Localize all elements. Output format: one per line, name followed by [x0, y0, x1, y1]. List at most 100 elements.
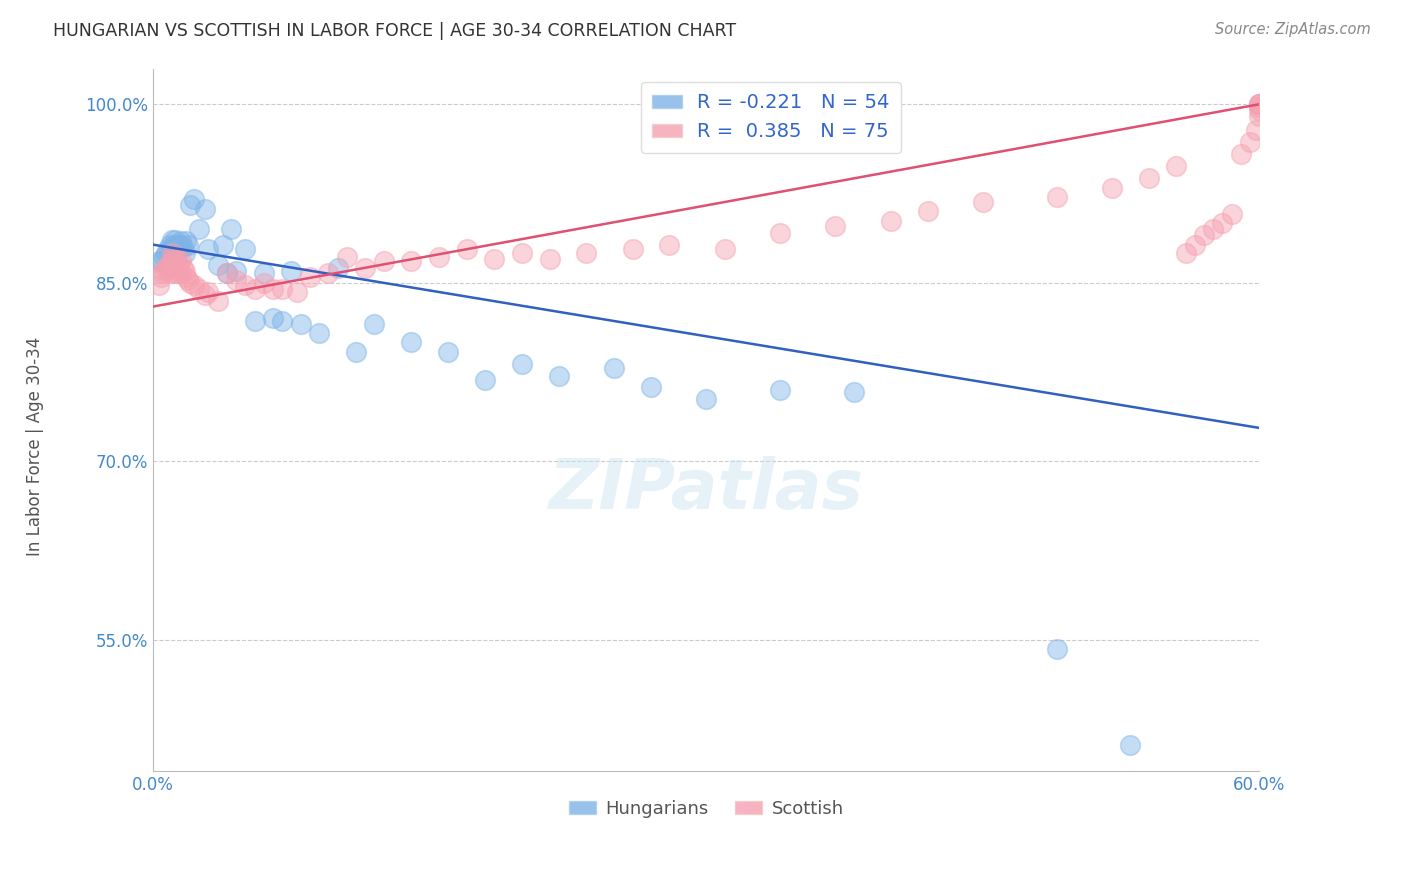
Point [427, 250, 450, 264]
Point [1045, 190, 1067, 204]
Point [148, 278, 170, 293]
Point [262, 311, 284, 326]
Point [658, 237, 681, 252]
Point [167, 258, 190, 272]
Legend: Hungarians, Scottish: Hungarians, Scottish [562, 792, 851, 825]
Point [437, 344, 460, 359]
Point [879, 214, 901, 228]
Point [207, 293, 229, 308]
Point [188, 282, 211, 296]
Point [153, 264, 176, 278]
Point [165, 261, 187, 276]
Point [401, 335, 423, 350]
Point [290, 318, 312, 332]
Point [179, 198, 201, 212]
Point [547, 368, 569, 383]
Point [160, 233, 183, 247]
Point [1239, 136, 1261, 150]
Point [160, 254, 183, 268]
Point [575, 246, 598, 260]
Point [172, 261, 194, 276]
Point [373, 254, 395, 268]
Point [1119, 738, 1142, 752]
Point [972, 194, 994, 209]
Point [1192, 228, 1215, 243]
Point [713, 243, 735, 257]
Point [1249, 97, 1271, 112]
Point [1101, 180, 1123, 194]
Text: ZIPatlas: ZIPatlas [548, 457, 863, 524]
Point [474, 373, 496, 387]
Point [166, 243, 188, 257]
Point [170, 237, 193, 252]
Point [155, 261, 177, 276]
Point [298, 269, 321, 284]
Point [165, 266, 187, 280]
Point [271, 314, 294, 328]
Point [1184, 237, 1206, 252]
Point [401, 254, 423, 268]
Point [917, 204, 939, 219]
Point [769, 226, 792, 240]
Point [253, 266, 276, 280]
Point [166, 252, 188, 266]
Point [149, 269, 172, 284]
Point [640, 380, 662, 394]
Point [695, 392, 717, 407]
Point [538, 252, 561, 266]
Point [167, 243, 190, 257]
Point [219, 222, 242, 236]
Point [172, 240, 194, 254]
Point [253, 276, 276, 290]
Point [148, 254, 170, 268]
Point [153, 250, 176, 264]
Point [159, 266, 181, 280]
Point [271, 282, 294, 296]
Point [1230, 147, 1253, 161]
Point [150, 266, 173, 280]
Point [1220, 207, 1243, 221]
Text: HUNGARIAN VS SCOTTISH IN LABOR FORCE | AGE 30-34 CORRELATION CHART: HUNGARIAN VS SCOTTISH IN LABOR FORCE | A… [53, 22, 737, 40]
Point [243, 314, 266, 328]
Point [769, 383, 792, 397]
Point [165, 237, 187, 252]
Point [166, 237, 188, 252]
Point [160, 246, 183, 260]
Point [159, 237, 181, 252]
Point [1249, 97, 1271, 112]
Point [308, 326, 330, 340]
Point [156, 258, 179, 272]
Point [233, 243, 256, 257]
Point [179, 276, 201, 290]
Point [344, 344, 367, 359]
Point [1137, 171, 1160, 186]
Point [188, 222, 211, 236]
Point [280, 264, 302, 278]
Point [262, 282, 284, 296]
Point [621, 243, 644, 257]
Point [318, 266, 340, 280]
Point [363, 318, 385, 332]
Point [1045, 642, 1067, 657]
Point [354, 261, 377, 276]
Point [194, 202, 217, 216]
Point [165, 233, 187, 247]
Point [173, 264, 195, 278]
Point [1244, 123, 1267, 137]
Point [285, 285, 308, 300]
Point [167, 240, 190, 254]
Point [170, 254, 193, 268]
Point [173, 246, 195, 260]
Point [1249, 97, 1271, 112]
Point [233, 278, 256, 293]
Point [1249, 100, 1271, 114]
Point [155, 246, 177, 260]
Point [176, 269, 198, 284]
Point [243, 282, 266, 296]
Point [1211, 216, 1233, 230]
Point [176, 234, 198, 248]
Point [212, 237, 235, 252]
Point [510, 246, 533, 260]
Point [170, 266, 193, 280]
Point [1174, 246, 1197, 260]
